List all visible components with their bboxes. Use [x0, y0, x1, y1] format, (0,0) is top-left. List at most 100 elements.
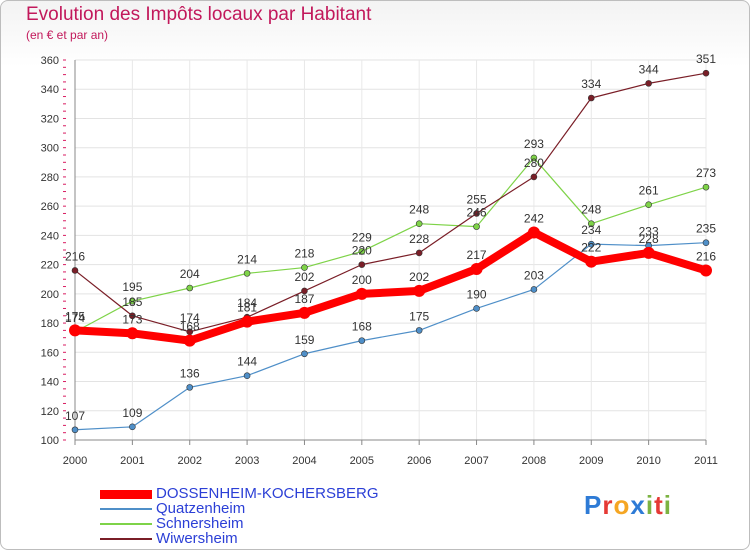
- x-tick-label: 2000: [63, 455, 87, 467]
- data-point: [241, 315, 254, 328]
- y-tick-label: 220: [41, 260, 59, 272]
- data-label: 175: [409, 309, 429, 323]
- series-line-2: [74, 157, 707, 333]
- legend-label: Quatzenheim: [156, 500, 246, 517]
- x-tick-label: 2005: [350, 455, 374, 467]
- y-tick-label: 160: [41, 347, 59, 359]
- data-label: 246: [467, 206, 487, 220]
- data-point: [71, 267, 79, 274]
- data-point: [71, 426, 79, 434]
- data-label: 181: [237, 301, 257, 315]
- data-label: 187: [294, 292, 314, 306]
- legend-item-quatzenheim: Quatzenheim: [100, 501, 245, 516]
- data-label: 136: [180, 366, 200, 380]
- legend-swatch: [100, 523, 152, 526]
- data-label: 175: [65, 309, 85, 323]
- legend-item-dossenheim: DOSSENHEIM-KOCHERSBERG: [100, 486, 379, 501]
- data-label: 185: [122, 295, 142, 309]
- logo-letter: r: [602, 490, 614, 520]
- y-tick-label: 360: [41, 55, 59, 67]
- data-label: 159: [294, 333, 314, 347]
- logo-letter: i: [663, 490, 672, 520]
- data-label: 255: [467, 192, 487, 206]
- data-point: [702, 69, 710, 77]
- y-tick-label: 140: [41, 377, 59, 389]
- data-point: [413, 284, 426, 297]
- y-tick-label: 300: [41, 143, 59, 155]
- legend-swatch: [100, 538, 152, 541]
- data-label: 202: [409, 270, 429, 284]
- data-point: [642, 246, 655, 259]
- data-point: [527, 226, 540, 239]
- logo-letter: P: [584, 490, 603, 520]
- data-label: 184: [237, 296, 257, 310]
- y-tick-label: 340: [41, 84, 59, 96]
- data-point: [69, 324, 81, 337]
- data-point: [530, 154, 538, 162]
- data-label: 216: [65, 249, 85, 263]
- data-label: 293: [524, 137, 544, 151]
- y-tick-label: 260: [41, 201, 59, 213]
- data-point: [298, 306, 311, 319]
- data-label: 229: [352, 230, 372, 244]
- legend-label: Wiwersheim: [156, 530, 238, 547]
- data-label: 220: [352, 244, 372, 258]
- x-tick-label: 2003: [235, 455, 259, 467]
- data-label: 248: [409, 203, 429, 217]
- legend-swatch: [100, 489, 152, 499]
- data-point: [415, 249, 423, 257]
- legend-label: DOSSENHEIM-KOCHERSBERG: [156, 485, 379, 502]
- x-tick-label: 2007: [464, 455, 488, 467]
- data-point: [585, 255, 598, 268]
- data-point: [645, 80, 652, 87]
- data-point: [587, 220, 595, 227]
- data-label: 218: [294, 247, 314, 261]
- data-label: 203: [524, 268, 544, 282]
- y-tick-label: 200: [41, 289, 59, 301]
- data-label: 242: [524, 211, 544, 225]
- series-line-1: [74, 242, 707, 431]
- data-point: [473, 223, 480, 230]
- data-label: 351: [696, 52, 716, 66]
- logo-letter: t: [654, 490, 664, 520]
- x-tick-label: 2001: [120, 455, 144, 467]
- y-tick-label: 180: [41, 318, 59, 330]
- data-label: 234: [581, 223, 601, 237]
- data-point: [129, 312, 136, 320]
- data-label: 334: [581, 77, 601, 91]
- data-point: [243, 372, 251, 379]
- data-label: 217: [467, 248, 487, 262]
- data-point: [301, 264, 308, 271]
- data-point: [702, 239, 710, 246]
- x-tick-label: 2010: [636, 455, 660, 467]
- data-label: 168: [352, 320, 372, 334]
- data-label: 174: [180, 311, 200, 325]
- plot-area: [75, 60, 706, 440]
- data-point: [358, 337, 366, 344]
- y-tick-label: 280: [41, 172, 59, 184]
- data-point: [358, 261, 366, 268]
- y-tick-label: 320: [41, 113, 59, 125]
- data-label: 216: [696, 249, 716, 263]
- data-point: [301, 350, 308, 358]
- data-label: 190: [467, 287, 487, 301]
- data-label: 107: [65, 409, 85, 423]
- data-label: 144: [237, 355, 257, 369]
- data-point: [473, 305, 480, 312]
- data-point: [473, 210, 480, 217]
- data-label: 344: [639, 62, 659, 76]
- data-label: 235: [696, 222, 716, 236]
- y-tick-label: 240: [41, 230, 59, 242]
- data-label: 233: [639, 225, 659, 239]
- legend-item-wiwersheim: Wiwersheim: [100, 531, 238, 546]
- data-point: [186, 284, 194, 292]
- data-label: 174: [65, 311, 85, 325]
- data-label: 168: [180, 320, 200, 334]
- x-tick-label: 2004: [292, 455, 316, 467]
- logo-letter: i: [645, 490, 655, 520]
- data-point: [183, 334, 196, 347]
- data-point: [301, 287, 308, 295]
- chart-title: Evolution des Impôts locaux par Habitant: [26, 4, 372, 25]
- data-point: [129, 297, 136, 305]
